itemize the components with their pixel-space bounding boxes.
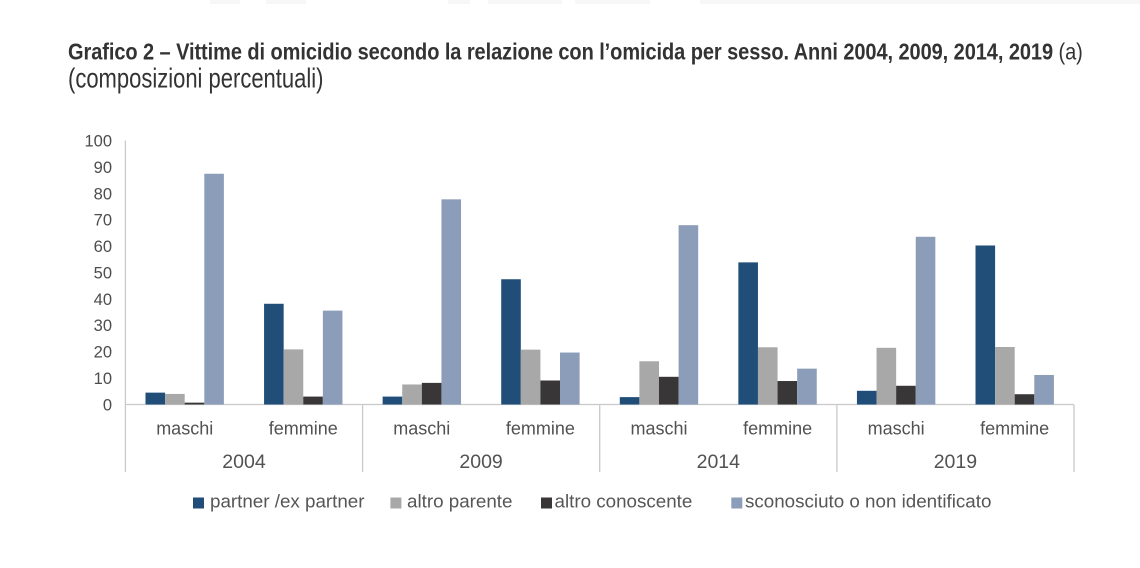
svg-text:10: 10 — [94, 370, 112, 388]
svg-text:20: 20 — [94, 344, 112, 362]
svg-text:femmine: femmine — [980, 419, 1049, 439]
svg-text:90: 90 — [94, 159, 112, 177]
svg-text:0: 0 — [103, 396, 112, 414]
svg-text:40: 40 — [94, 291, 112, 309]
svg-text:50: 50 — [94, 264, 112, 282]
svg-text:partner /ex partner: partner /ex partner — [210, 491, 365, 512]
svg-text:maschi: maschi — [630, 419, 687, 439]
svg-text:60: 60 — [94, 238, 112, 256]
svg-text:100: 100 — [84, 133, 112, 151]
svg-text:2004: 2004 — [222, 451, 266, 473]
svg-text:2009: 2009 — [459, 451, 502, 473]
svg-text:altro parente: altro parente — [407, 491, 512, 512]
svg-text:80: 80 — [94, 185, 112, 203]
svg-text:sconosciuto o non identificato: sconosciuto o non identificato — [745, 491, 991, 512]
svg-text:30: 30 — [94, 317, 112, 335]
svg-text:2014: 2014 — [697, 451, 741, 473]
svg-text:(composizioni percentuali): (composizioni percentuali) — [68, 63, 323, 94]
svg-text:70: 70 — [94, 212, 112, 230]
svg-text:maschi: maschi — [393, 419, 450, 439]
svg-text:femmine: femmine — [743, 419, 812, 439]
svg-text:femmine: femmine — [269, 419, 338, 439]
svg-text:femmine: femmine — [506, 419, 575, 439]
svg-text:Grafico 2 – Vittime di omicidi: Grafico 2 – Vittime di omicidio secondo … — [68, 38, 1083, 65]
svg-text:maschi: maschi — [156, 419, 213, 439]
svg-text:2019: 2019 — [934, 451, 977, 473]
svg-text:maschi: maschi — [868, 419, 925, 439]
svg-text:altro conoscente: altro conoscente — [555, 491, 693, 512]
